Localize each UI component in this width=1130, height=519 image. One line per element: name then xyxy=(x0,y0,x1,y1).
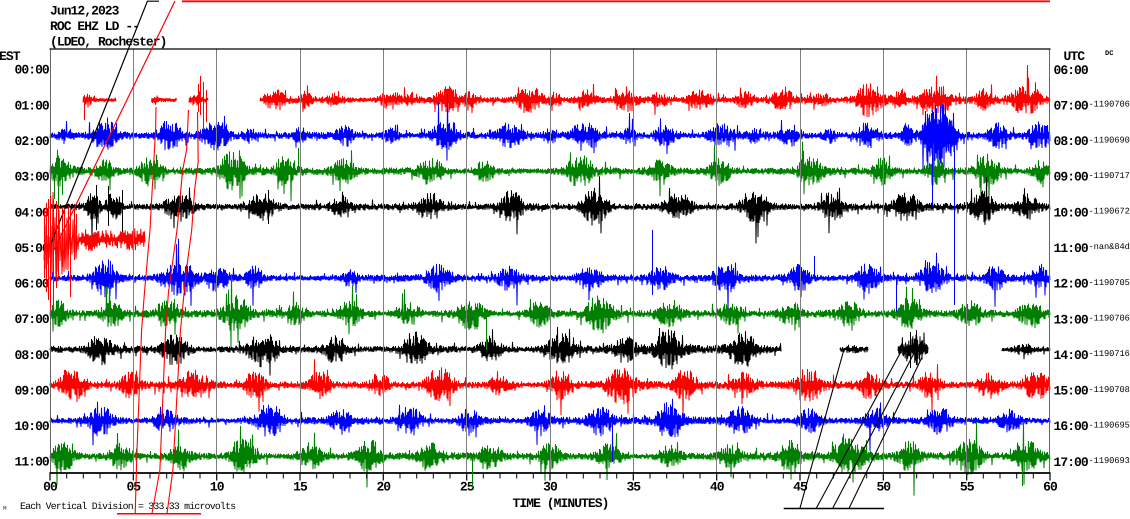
svg-text:M: M xyxy=(3,505,7,512)
svg-text:16:00: 16:00 xyxy=(1054,419,1089,434)
svg-text:03:00: 03:00 xyxy=(15,170,50,185)
svg-text:10:00: 10:00 xyxy=(1054,205,1089,220)
svg-text:00: 00 xyxy=(43,480,58,495)
svg-text:07:00: 07:00 xyxy=(1054,98,1089,113)
svg-text:02:00: 02:00 xyxy=(15,134,50,149)
svg-text:35: 35 xyxy=(626,480,641,495)
svg-text:Jun12,2023: Jun12,2023 xyxy=(50,4,120,19)
svg-text:05: 05 xyxy=(126,480,141,495)
svg-text:01:00: 01:00 xyxy=(15,98,50,113)
svg-text:-1190705: -1190705 xyxy=(1089,278,1130,288)
svg-text:10:00: 10:00 xyxy=(15,419,50,434)
svg-text:06:00: 06:00 xyxy=(1054,63,1089,78)
svg-text:13:00: 13:00 xyxy=(1054,312,1089,327)
svg-text:-1190690: -1190690 xyxy=(1089,135,1130,145)
svg-text:17:00: 17:00 xyxy=(1054,455,1089,470)
svg-text:10: 10 xyxy=(210,480,225,495)
svg-text:09:00: 09:00 xyxy=(15,384,50,399)
svg-text:12:00: 12:00 xyxy=(1054,277,1089,292)
svg-text:-1190695: -1190695 xyxy=(1089,420,1130,430)
svg-text:04:00: 04:00 xyxy=(15,205,50,220)
svg-text:14:00: 14:00 xyxy=(1054,348,1089,363)
svg-text:DC: DC xyxy=(1105,50,1113,58)
svg-text:11:00: 11:00 xyxy=(15,455,50,470)
svg-text:08:00: 08:00 xyxy=(1054,134,1089,149)
svg-text:15: 15 xyxy=(293,480,308,495)
svg-text:(LDEO, Rochester): (LDEO, Rochester) xyxy=(50,35,166,50)
svg-text:-1190693: -1190693 xyxy=(1089,456,1130,466)
svg-text:-nan&84d: -nan&84d xyxy=(1089,242,1130,252)
svg-text:EST: EST xyxy=(0,49,21,64)
svg-text:-1190716: -1190716 xyxy=(1089,349,1130,359)
svg-text:60: 60 xyxy=(1043,480,1058,495)
svg-text:09:00: 09:00 xyxy=(1054,170,1089,185)
svg-text:55: 55 xyxy=(960,480,975,495)
svg-text:Each Vertical Division = 333: Each Vertical Division = 333.33 microvol… xyxy=(20,501,236,512)
svg-text:11:00: 11:00 xyxy=(1054,241,1089,256)
svg-text:30: 30 xyxy=(543,480,558,495)
svg-text:-1190717: -1190717 xyxy=(1089,171,1130,181)
svg-text:07:00: 07:00 xyxy=(15,312,50,327)
svg-text:05:00: 05:00 xyxy=(15,241,50,256)
svg-text:06:00: 06:00 xyxy=(15,277,50,292)
svg-text:ROC EHZ LD --: ROC EHZ LD -- xyxy=(50,19,139,34)
svg-text:00:00: 00:00 xyxy=(15,63,50,78)
svg-text:08:00: 08:00 xyxy=(15,348,50,363)
svg-text:-1190672: -1190672 xyxy=(1089,207,1130,217)
svg-text:-1190706: -1190706 xyxy=(1089,100,1130,110)
svg-text:40: 40 xyxy=(710,480,725,495)
svg-text:20: 20 xyxy=(376,480,391,495)
svg-text:50: 50 xyxy=(876,480,891,495)
svg-text:25: 25 xyxy=(460,480,475,495)
svg-text:TIME (MINUTES): TIME (MINUTES) xyxy=(513,496,609,511)
svg-text:-1190706: -1190706 xyxy=(1089,314,1130,324)
svg-text:UTC: UTC xyxy=(1064,49,1086,64)
svg-text:-1190708: -1190708 xyxy=(1089,385,1130,395)
svg-text:15:00: 15:00 xyxy=(1054,384,1089,399)
